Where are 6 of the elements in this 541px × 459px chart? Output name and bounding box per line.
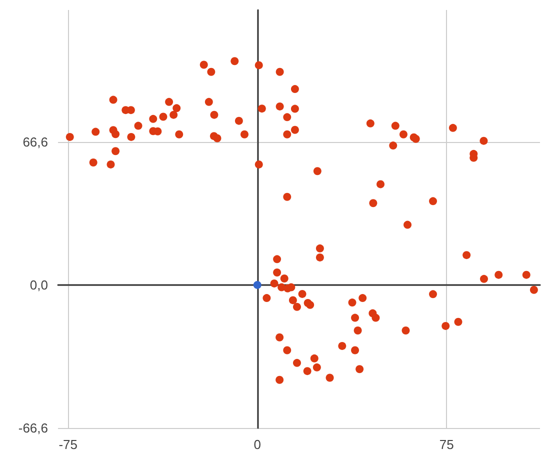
x-tick-label: -75 bbox=[58, 437, 78, 452]
x-tick-label: 75 bbox=[439, 437, 454, 452]
x-tick-label: 0 bbox=[254, 437, 261, 452]
y-tick-label: 66,6 bbox=[22, 134, 48, 150]
y-tick-label: -66,6 bbox=[18, 420, 48, 436]
y-tick-label: 0,0 bbox=[30, 277, 48, 292]
